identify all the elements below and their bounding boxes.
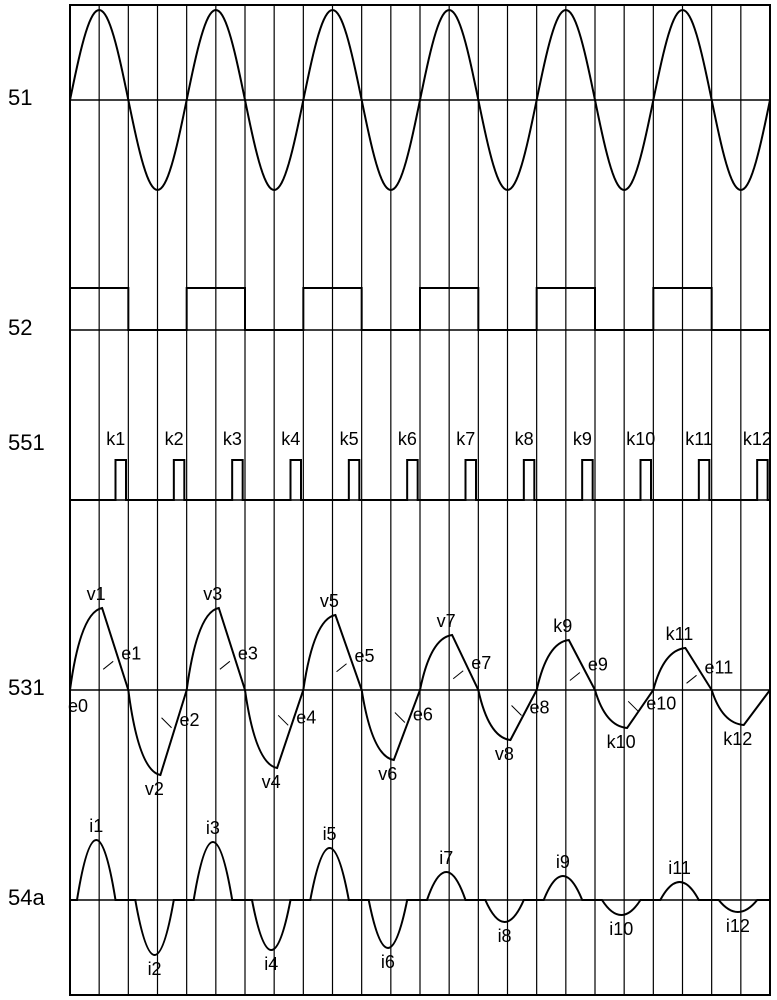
row-label-51: 51 bbox=[8, 85, 32, 111]
svg-text:i8: i8 bbox=[498, 926, 512, 946]
svg-text:k1: k1 bbox=[106, 429, 125, 449]
svg-text:e8: e8 bbox=[530, 698, 550, 718]
svg-text:v5: v5 bbox=[320, 591, 339, 611]
svg-text:e4: e4 bbox=[296, 707, 316, 727]
svg-text:k7: k7 bbox=[456, 429, 475, 449]
svg-text:i12: i12 bbox=[726, 916, 750, 936]
svg-text:k12: k12 bbox=[743, 429, 772, 449]
svg-text:k6: k6 bbox=[398, 429, 417, 449]
svg-text:v1: v1 bbox=[87, 584, 106, 604]
svg-text:i3: i3 bbox=[206, 818, 220, 838]
svg-text:i1: i1 bbox=[89, 816, 103, 836]
timing-diagram-svg: k1 k2 k3 k4 k5 k6 k7 k8 k9 k10 k11 k12 e0 v1 e1 v2 e2 v3 e… bbox=[0, 0, 777, 1000]
svg-text:e10: e10 bbox=[646, 693, 676, 713]
row-label-54a: 54a bbox=[8, 885, 45, 911]
svg-text:k11: k11 bbox=[666, 624, 694, 644]
svg-text:e5: e5 bbox=[355, 646, 375, 666]
svg-text:i10: i10 bbox=[609, 919, 633, 939]
svg-text:k9: k9 bbox=[553, 616, 572, 636]
diagram-container: k1 k2 k3 k4 k5 k6 k7 k8 k9 k10 k11 k12 e0 v1 e1 v2 e2 v3 e… bbox=[0, 0, 777, 1000]
svg-text:i11: i11 bbox=[668, 858, 691, 878]
svg-text:e0: e0 bbox=[68, 696, 88, 716]
svg-text:k4: k4 bbox=[281, 429, 300, 449]
svg-text:i5: i5 bbox=[323, 824, 337, 844]
svg-text:e6: e6 bbox=[413, 705, 433, 725]
svg-text:k5: k5 bbox=[340, 429, 359, 449]
svg-text:v3: v3 bbox=[203, 584, 222, 604]
svg-text:e3: e3 bbox=[238, 643, 258, 663]
svg-text:k9: k9 bbox=[573, 429, 592, 449]
svg-text:k12: k12 bbox=[723, 729, 752, 749]
svg-text:k2: k2 bbox=[165, 429, 184, 449]
row-label-52: 52 bbox=[8, 315, 32, 341]
svg-text:e7: e7 bbox=[471, 653, 491, 673]
row-label-551: 551 bbox=[8, 430, 45, 456]
row-label-531: 531 bbox=[8, 675, 45, 701]
svg-text:v7: v7 bbox=[437, 611, 456, 631]
svg-text:i4: i4 bbox=[264, 954, 278, 974]
svg-text:k10: k10 bbox=[607, 732, 636, 752]
svg-text:k8: k8 bbox=[515, 429, 534, 449]
svg-text:e1: e1 bbox=[121, 643, 141, 663]
svg-text:e2: e2 bbox=[180, 710, 200, 730]
svg-text:k10: k10 bbox=[626, 429, 655, 449]
svg-text:k11: k11 bbox=[685, 429, 713, 449]
svg-text:i9: i9 bbox=[556, 852, 570, 872]
svg-text:i7: i7 bbox=[439, 848, 453, 868]
svg-text:i2: i2 bbox=[148, 959, 162, 979]
svg-text:e11: e11 bbox=[705, 657, 734, 677]
svg-text:v8: v8 bbox=[495, 744, 514, 764]
svg-text:v4: v4 bbox=[262, 772, 281, 792]
svg-text:i6: i6 bbox=[381, 952, 395, 972]
svg-text:k3: k3 bbox=[223, 429, 242, 449]
svg-text:e9: e9 bbox=[588, 655, 608, 675]
svg-text:v6: v6 bbox=[378, 764, 397, 784]
svg-text:v2: v2 bbox=[145, 779, 164, 799]
